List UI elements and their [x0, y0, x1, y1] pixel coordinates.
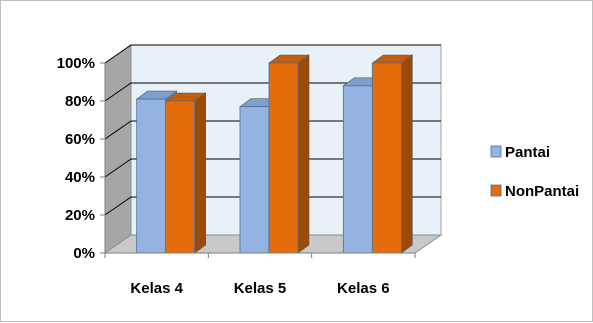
- bar-front: [342, 85, 373, 254]
- x-category-label-2: Kelas 5: [234, 280, 287, 297]
- bar-nonpantai-1: [164, 92, 207, 254]
- side-wall: [104, 44, 132, 254]
- legend: Pantai NonPantai: [490, 144, 579, 200]
- x-axis-category-labels: Kelas 4 Kelas 5 Kelas 6: [130, 280, 389, 297]
- gridline-side-4: [104, 82, 132, 102]
- gridline-side-1: [104, 196, 132, 216]
- legend-swatch-pantai: [490, 145, 502, 158]
- bar-side: [401, 54, 413, 254]
- gridline-side-3: [104, 120, 132, 140]
- gridline-side-2: [104, 158, 132, 178]
- bar-front: [239, 106, 270, 254]
- bars: [135, 54, 414, 254]
- legend-swatch-nonpantai: [490, 184, 502, 197]
- legend-label-pantai: Pantai: [505, 144, 550, 161]
- y-tick-label-0: 0%: [73, 245, 95, 262]
- legend-label-nonpantai: NonPantai: [505, 183, 579, 200]
- y-tick-label-5: 100%: [57, 55, 95, 72]
- bar-front: [165, 100, 196, 254]
- bar-front: [268, 62, 299, 254]
- axes: [100, 62, 416, 258]
- bar-front: [136, 98, 167, 254]
- y-tick-label-3: 60%: [65, 131, 95, 148]
- bar-nonpantai-2: [268, 54, 310, 254]
- bar-side: [194, 92, 206, 254]
- x-category-label-3: Kelas 6: [337, 280, 390, 297]
- gridline-side-5: [104, 44, 132, 64]
- bar-front: [371, 62, 402, 254]
- y-tick-label-1: 20%: [65, 207, 95, 224]
- bar-side: [297, 54, 310, 254]
- x-category-label-1: Kelas 4: [130, 280, 183, 297]
- y-tick-label-2: 40%: [65, 169, 95, 186]
- bar-nonpantai-3: [371, 54, 414, 254]
- y-tick-label-4: 80%: [65, 93, 95, 110]
- y-axis-tick-labels: 0% 20% 40% 60% 80% 100%: [57, 55, 95, 262]
